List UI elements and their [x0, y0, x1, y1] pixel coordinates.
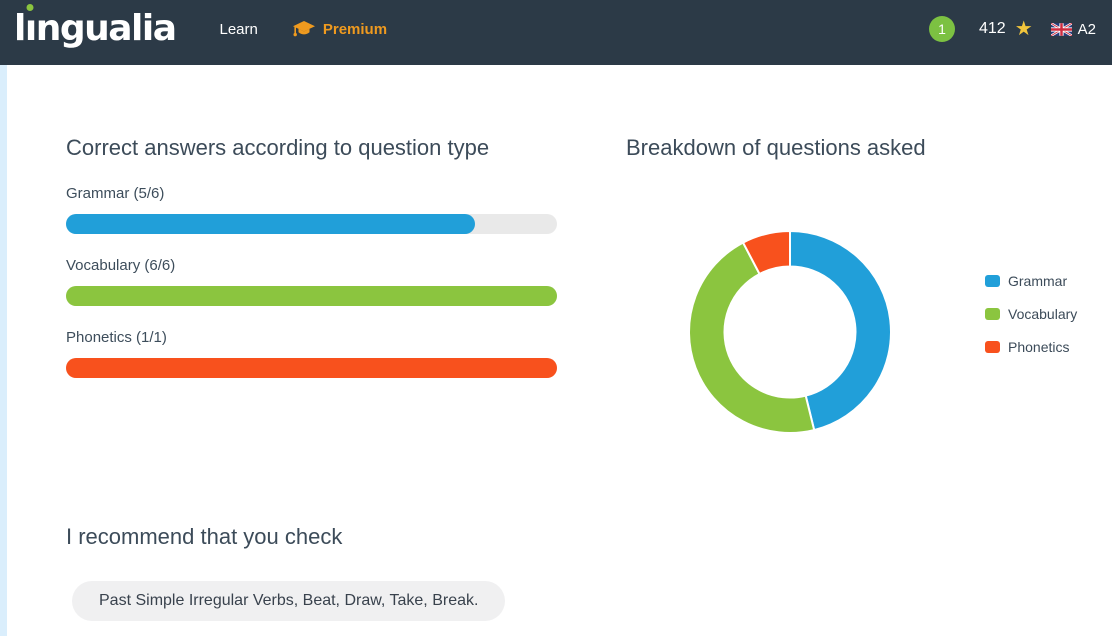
donut-slice-vocabulary [688, 241, 816, 434]
recommendation-pill[interactable]: Past Simple Irregular Verbs, Beat, Draw,… [72, 581, 506, 621]
logo-letter-i: ı [25, 4, 37, 47]
uk-flag-icon[interactable] [1050, 22, 1072, 36]
language-level-label[interactable]: A2 [1077, 20, 1096, 38]
progress-fill [66, 358, 557, 378]
star-icon[interactable]: ★ [1014, 18, 1033, 40]
legend-swatch [985, 275, 1000, 287]
donut-slice-grammar [789, 229, 892, 432]
progress-row: Phonetics (1/1) [66, 329, 557, 401]
progress-section-title: Correct answers according to question ty… [66, 135, 490, 160]
logo-text: l [14, 8, 26, 49]
legend-item: Vocabulary [985, 306, 1077, 322]
legend-swatch [985, 341, 1000, 353]
top-navbar: lı ngualia Learn Premium 1 412 ★ A2 [0, 0, 1112, 65]
legend-label: Vocabulary [1008, 306, 1078, 322]
progress-fill [66, 286, 557, 306]
logo-green-dot [26, 4, 34, 11]
breakdown-section-title: Breakdown of questions asked [626, 135, 926, 160]
progress-label: Vocabulary (6/6) [66, 257, 176, 274]
progress-fill [66, 214, 476, 234]
progress-track [66, 286, 557, 306]
progress-row: Grammar (5/6) [66, 185, 557, 257]
chart-legend: Grammar Vocabulary Phonetics [985, 273, 1077, 372]
donut-chart [687, 229, 893, 435]
graduation-cap-icon [292, 20, 315, 36]
logo-text: ngualia [35, 8, 177, 49]
nav-item-premium[interactable]: Premium [292, 20, 387, 39]
premium-label: Premium [322, 20, 388, 38]
progress-label: Grammar (5/6) [66, 185, 165, 202]
recommend-section-title: I recommend that you check [66, 524, 343, 549]
nav-item-learn[interactable]: Learn [219, 20, 258, 38]
progress-track [66, 358, 557, 378]
legend-item: Phonetics [985, 339, 1077, 355]
progress-bars: Grammar (5/6) Vocabulary (6/6) Phonetics (… [66, 185, 557, 401]
legend-swatch [985, 308, 1000, 320]
donut-slice-phonetics [741, 229, 791, 276]
legend-label: Grammar [1008, 273, 1068, 289]
legend-label: Phonetics [1008, 339, 1070, 355]
progress-row: Vocabulary (6/6) [66, 257, 557, 329]
lesson-count-badge[interactable]: 1 [929, 16, 955, 42]
lingualia-logo[interactable]: lı ngualia [14, 4, 177, 49]
points-value: 412 [979, 20, 1006, 37]
navbar-right-group: 1 412 ★ A2 [929, 16, 1096, 42]
progress-track [66, 214, 557, 234]
progress-label: Phonetics (1/1) [66, 329, 167, 346]
donut-chart-svg [688, 229, 892, 434]
legend-item: Grammar [985, 273, 1077, 289]
left-edge-strip [0, 65, 7, 636]
